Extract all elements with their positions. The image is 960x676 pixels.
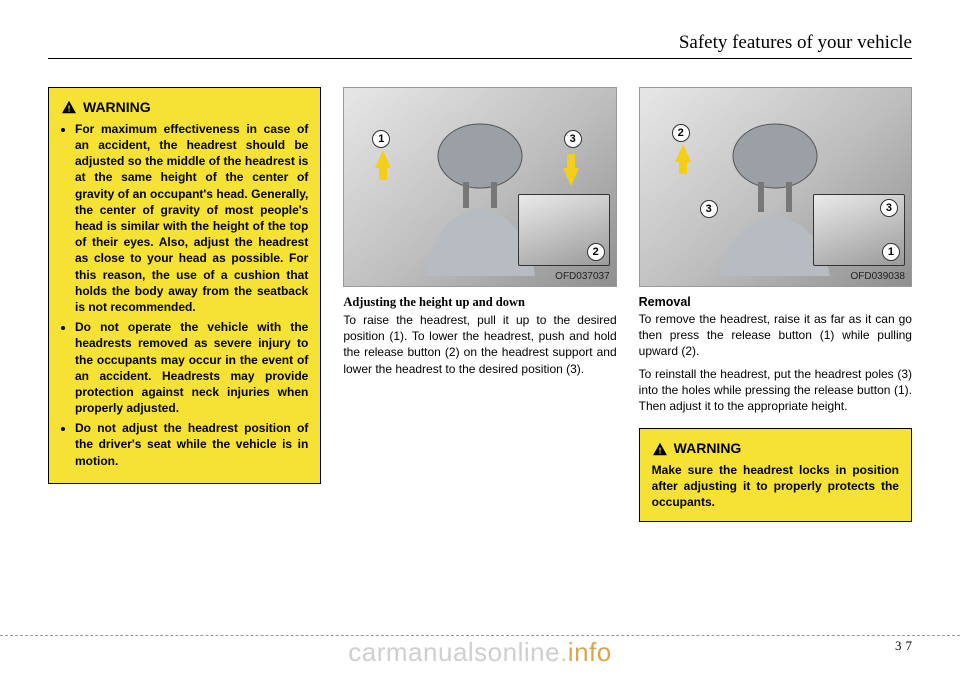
callout-2: 2 xyxy=(587,243,605,261)
warning-list: For maximum effectiveness in case of an … xyxy=(61,121,308,469)
footer-divider xyxy=(0,635,960,636)
col-3: 2 3 3 1 OFD039038 Removal To remove the … xyxy=(639,87,912,522)
watermark: carmanualsonline.info xyxy=(348,637,611,668)
warning-heading: ! WARNING xyxy=(61,98,308,117)
page-number: 37 xyxy=(895,638,916,654)
callout-1: 1 xyxy=(882,243,900,261)
figure-inset: 3 1 xyxy=(813,194,905,266)
figure-adjust: 1 3 2 OFD037037 xyxy=(343,87,616,287)
arrow-stem-icon xyxy=(379,166,387,180)
figure-code: OFD039038 xyxy=(851,271,905,282)
figure-code: OFD037037 xyxy=(555,271,609,282)
page: Safety features of your vehicle ! WARNIN… xyxy=(0,0,960,522)
section-heading: Removal xyxy=(639,295,912,309)
page-num-page: 7 xyxy=(906,638,917,653)
warning-box-secondary: ! WARNING Make sure the headrest locks i… xyxy=(639,428,912,521)
col-2: 1 3 2 OFD037037 Adjusting the height up … xyxy=(343,87,616,522)
warning-text: Make sure the headrest locks in position… xyxy=(652,462,899,511)
warning-bullet: Do not adjust the headrest position of t… xyxy=(75,420,308,469)
callout-3b: 3 xyxy=(880,199,898,217)
figure-removal: 2 3 3 1 OFD039038 xyxy=(639,87,912,287)
warning-label: WARNING xyxy=(674,439,742,458)
warning-label: WARNING xyxy=(83,98,151,117)
warning-bullet: For maximum effectiveness in case of an … xyxy=(75,121,308,315)
columns: ! WARNING For maximum effectiveness in c… xyxy=(48,87,912,522)
callout-3: 3 xyxy=(700,200,718,218)
warning-triangle-icon: ! xyxy=(652,442,668,456)
warning-box-main: ! WARNING For maximum effectiveness in c… xyxy=(48,87,321,484)
callout-1: 1 xyxy=(372,130,390,148)
arrow-stem-icon xyxy=(679,160,687,174)
watermark-text-b: info xyxy=(568,637,612,667)
body-text: To raise the headrest, pull it up to the… xyxy=(343,312,616,377)
watermark-text-a: carmanualsonline. xyxy=(348,637,568,667)
warning-bullet: Do not operate the vehicle with the head… xyxy=(75,319,308,416)
callout-2: 2 xyxy=(672,124,690,142)
warning-heading: ! WARNING xyxy=(652,439,899,458)
warning-triangle-icon: ! xyxy=(61,100,77,114)
page-title: Safety features of your vehicle xyxy=(48,32,912,54)
arrow-stem-icon xyxy=(567,154,575,168)
col-1: ! WARNING For maximum effectiveness in c… xyxy=(48,87,321,522)
callout-3: 3 xyxy=(564,130,582,148)
figure-inset: 2 xyxy=(518,194,610,266)
svg-text:!: ! xyxy=(658,445,661,455)
svg-text:!: ! xyxy=(68,104,71,114)
body-text: To reinstall the headrest, put the headr… xyxy=(639,366,912,415)
section-heading: Adjusting the height up and down xyxy=(343,295,616,310)
page-header: Safety features of your vehicle xyxy=(48,32,912,59)
body-text: To remove the headrest, raise it as far … xyxy=(639,311,912,360)
arrow-down-icon xyxy=(563,168,579,186)
page-num-section: 3 xyxy=(895,638,906,653)
